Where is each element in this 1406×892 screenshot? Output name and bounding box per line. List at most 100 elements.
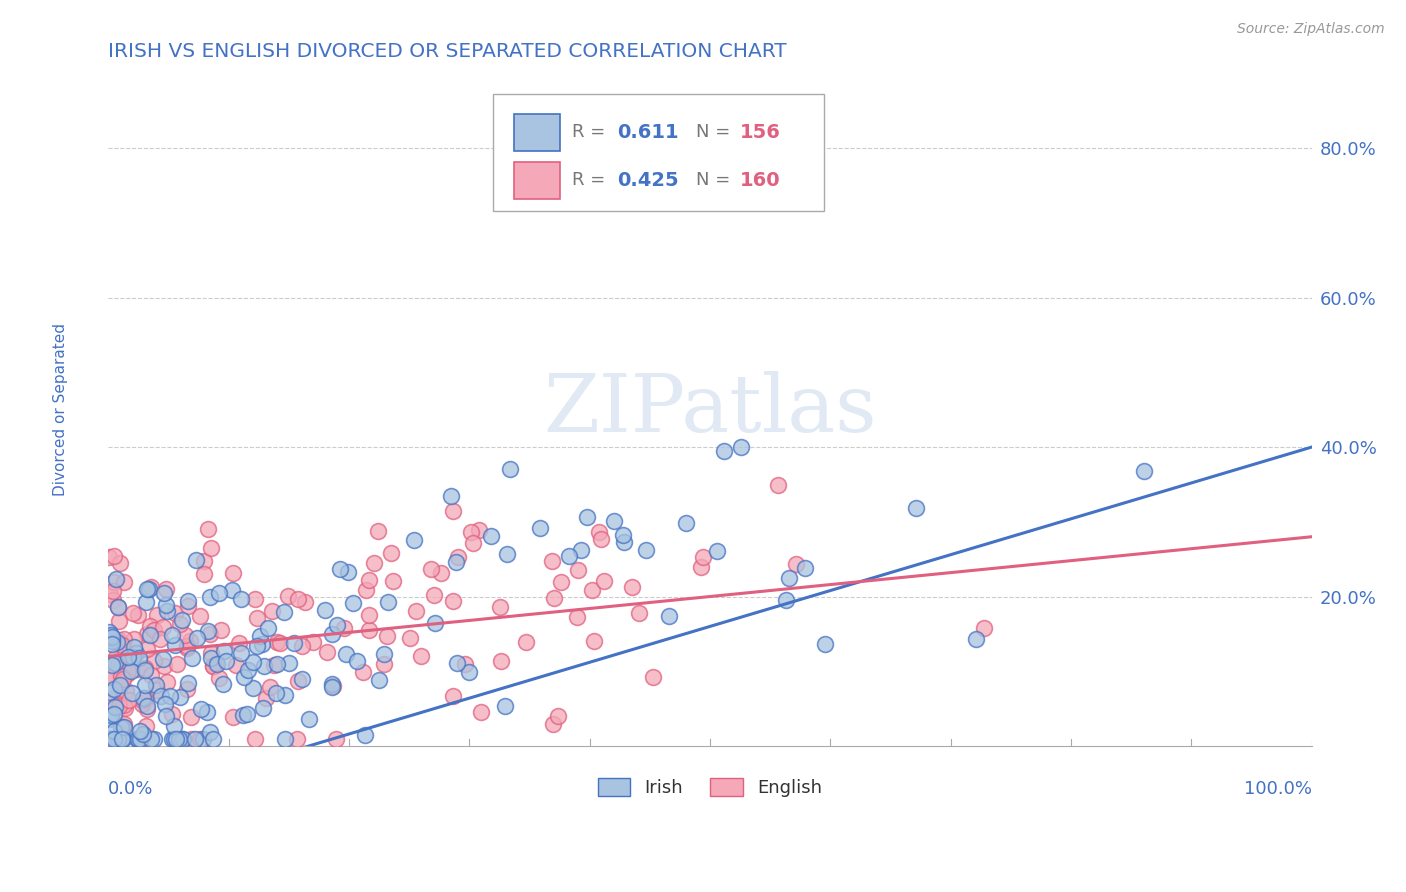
Point bbox=[122, 640, 145, 654]
Point bbox=[104, 699, 127, 714]
Point bbox=[353, 728, 375, 742]
Point bbox=[131, 693, 153, 707]
Point bbox=[658, 609, 681, 624]
Point bbox=[246, 611, 269, 625]
Point bbox=[155, 582, 177, 596]
Point bbox=[98, 670, 121, 684]
Point bbox=[162, 706, 184, 721]
Point bbox=[127, 731, 149, 746]
Point bbox=[98, 625, 121, 640]
Point bbox=[461, 535, 484, 549]
Point bbox=[232, 707, 254, 722]
Point bbox=[107, 615, 129, 629]
Point bbox=[184, 731, 207, 746]
Point bbox=[215, 654, 238, 668]
Point bbox=[567, 563, 589, 577]
Point bbox=[205, 657, 228, 671]
Point bbox=[188, 731, 211, 746]
Point bbox=[152, 658, 174, 673]
Point bbox=[155, 708, 177, 723]
Point bbox=[165, 731, 187, 746]
Point bbox=[139, 628, 162, 642]
Point bbox=[588, 525, 610, 540]
Point bbox=[214, 644, 236, 658]
Point bbox=[200, 626, 222, 640]
Point bbox=[131, 726, 153, 740]
Point bbox=[107, 599, 129, 614]
Point bbox=[277, 589, 299, 603]
Point bbox=[100, 628, 122, 642]
Point bbox=[441, 690, 464, 704]
Point bbox=[468, 523, 491, 537]
Point bbox=[457, 665, 479, 680]
Point bbox=[373, 648, 395, 662]
Point bbox=[193, 731, 215, 746]
Point bbox=[730, 440, 752, 454]
Point bbox=[904, 500, 927, 515]
Point bbox=[98, 691, 121, 706]
Point bbox=[180, 731, 202, 746]
Point bbox=[460, 524, 482, 539]
Point bbox=[176, 640, 198, 654]
Point bbox=[208, 671, 231, 685]
Point bbox=[135, 595, 157, 609]
Point bbox=[357, 623, 380, 637]
Point bbox=[134, 691, 156, 706]
Point bbox=[152, 620, 174, 634]
Point bbox=[499, 462, 522, 476]
Point bbox=[100, 657, 122, 672]
Point bbox=[231, 591, 253, 606]
Point bbox=[186, 631, 208, 645]
Point bbox=[692, 549, 714, 564]
Point bbox=[162, 731, 184, 746]
Point bbox=[254, 691, 277, 706]
Point bbox=[204, 657, 226, 672]
Text: N =: N = bbox=[696, 123, 735, 142]
Point bbox=[965, 632, 987, 647]
Point bbox=[529, 521, 551, 535]
Point bbox=[245, 731, 267, 746]
Point bbox=[129, 724, 152, 739]
Point bbox=[212, 676, 235, 690]
Point bbox=[294, 595, 316, 609]
Point bbox=[314, 603, 336, 617]
Point bbox=[134, 661, 156, 675]
Point bbox=[101, 583, 124, 598]
Point bbox=[441, 504, 464, 518]
Point bbox=[200, 651, 222, 665]
Point bbox=[336, 565, 359, 579]
Text: 0.0%: 0.0% bbox=[108, 780, 153, 797]
Point bbox=[110, 678, 132, 692]
Point bbox=[152, 651, 174, 665]
Text: ZIPatlas: ZIPatlas bbox=[543, 371, 877, 449]
Point bbox=[363, 556, 385, 570]
Point bbox=[221, 582, 243, 597]
Point bbox=[713, 443, 735, 458]
Point bbox=[101, 593, 124, 607]
Point bbox=[117, 664, 139, 678]
Point bbox=[170, 613, 193, 627]
Point bbox=[775, 593, 797, 607]
Point bbox=[298, 712, 321, 726]
Point bbox=[128, 651, 150, 665]
Point bbox=[112, 672, 135, 686]
Point bbox=[283, 636, 305, 650]
Point bbox=[329, 561, 352, 575]
Point bbox=[142, 654, 165, 668]
Point bbox=[193, 566, 215, 581]
Point bbox=[179, 633, 201, 648]
Point bbox=[558, 549, 581, 563]
Point bbox=[236, 663, 259, 677]
Point bbox=[107, 600, 129, 615]
Text: 100.0%: 100.0% bbox=[1244, 780, 1312, 797]
Point bbox=[105, 572, 128, 586]
Point bbox=[583, 633, 606, 648]
Point bbox=[540, 554, 562, 568]
Point bbox=[180, 710, 202, 724]
Point bbox=[108, 731, 131, 746]
FancyBboxPatch shape bbox=[494, 94, 824, 211]
FancyBboxPatch shape bbox=[513, 161, 560, 199]
Point bbox=[149, 632, 172, 646]
Point bbox=[200, 646, 222, 660]
Point bbox=[706, 544, 728, 558]
